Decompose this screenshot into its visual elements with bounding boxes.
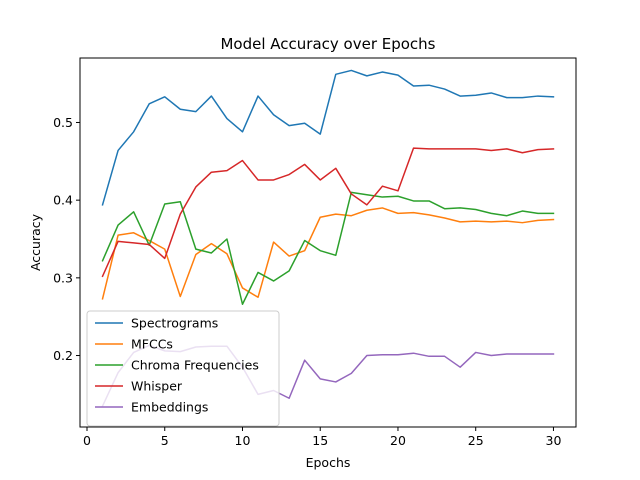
chart-title: Model Accuracy over Epochs [220,35,435,53]
legend: Spectrograms MFCCs Chroma Frequencies Whisp… [86,310,280,427]
y-tick-label: 0.2 [53,348,73,363]
legend-label-mfccs: MFCCs [131,337,173,352]
legend-label-spectrograms: Spectrograms [131,316,218,331]
y-tick-label: 0.4 [53,193,73,208]
x-tick-label: 25 [468,433,484,448]
series-line-whisper [101,147,555,278]
legend-label-embeddings: Embeddings [131,400,208,415]
x-axis-label: Epochs [306,455,351,470]
plot-frame [79,57,577,428]
series-line-spectrograms [101,69,555,206]
x-tick-label: 20 [390,433,406,448]
x-tick-label: 10 [235,433,251,448]
series-line-chroma-frequencies [101,191,555,306]
y-tick-label: 0.3 [53,270,73,285]
x-tick-label: 0 [83,433,91,448]
legend-box [86,310,280,427]
series-layer [101,69,555,408]
x-axis: 0 5 10 15 20 25 30 [83,427,561,448]
legend-label-whisper: Whisper [131,379,183,394]
legend-label-chroma-frequencies: Chroma Frequencies [131,358,259,373]
x-tick-label: 30 [546,433,562,448]
series-line-mfccs [101,207,555,300]
x-tick-label: 5 [161,433,169,448]
y-tick-label: 0.5 [53,115,73,130]
x-tick-label: 15 [312,433,328,448]
y-axis-label: Accuracy [28,213,43,271]
y-axis: 0.2 0.3 0.4 0.5 [53,115,80,363]
